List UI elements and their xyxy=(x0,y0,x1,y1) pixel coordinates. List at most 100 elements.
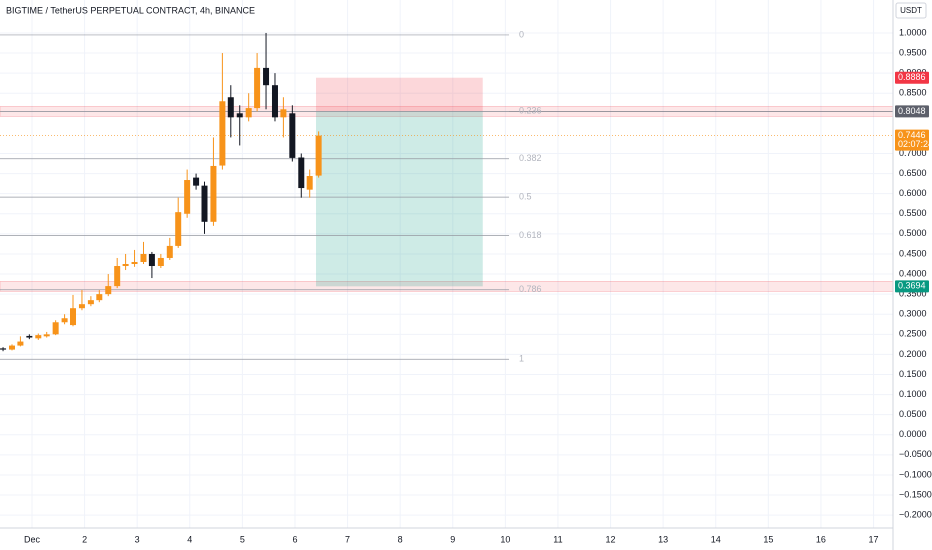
y-tick-label: −0.1000 xyxy=(899,469,932,479)
x-tick-label: 14 xyxy=(711,534,721,544)
candle-body xyxy=(210,165,217,222)
candle-body xyxy=(131,261,138,264)
fib-label: 0.236 xyxy=(519,106,542,116)
time-axis-bg xyxy=(0,528,932,550)
candle-body xyxy=(306,176,313,190)
candle-body xyxy=(184,180,191,214)
x-tick-label: 7 xyxy=(345,534,350,544)
fib-label: 1 xyxy=(519,354,524,364)
candle-body xyxy=(280,109,287,118)
currency-box xyxy=(895,2,927,19)
candle-body xyxy=(245,108,252,118)
candle-body xyxy=(8,345,15,350)
candle-body xyxy=(263,67,270,86)
candle-body xyxy=(105,286,112,295)
y-tick-label: −0.2000 xyxy=(899,510,932,520)
price-tag xyxy=(895,71,929,84)
price-tag xyxy=(895,105,929,118)
candle-body xyxy=(61,318,68,323)
candle-body xyxy=(26,335,33,338)
y-tick-label: 0.2000 xyxy=(899,349,927,359)
candle-body xyxy=(201,185,208,222)
candle-body xyxy=(0,348,7,350)
y-tick-label: 0.1000 xyxy=(899,389,927,399)
candle-body xyxy=(157,257,164,267)
candle-body xyxy=(78,304,85,309)
y-tick-label: 0.5500 xyxy=(899,208,927,218)
candle-body xyxy=(52,322,59,335)
price-tag xyxy=(895,129,929,151)
price-tag-label: 0.7446 xyxy=(898,130,926,140)
y-tick-label: 0.3500 xyxy=(899,289,927,299)
y-tick-label: 0.3000 xyxy=(899,309,927,319)
y-tick-label: −0.0500 xyxy=(899,449,932,459)
candle-body xyxy=(298,157,305,189)
countdown-label: 02:07:24 xyxy=(898,139,932,149)
y-tick-label: 0.4000 xyxy=(899,268,927,278)
y-tick-label: 0.1500 xyxy=(899,369,927,379)
candle-body xyxy=(166,245,173,258)
candle-body xyxy=(219,101,226,166)
y-tick-label: 0.6500 xyxy=(899,168,927,178)
x-tick-label: 3 xyxy=(135,534,140,544)
candle-body xyxy=(70,308,77,326)
y-tick-label: 0.4500 xyxy=(899,248,927,258)
candle-body xyxy=(43,334,50,337)
candle-body xyxy=(254,67,261,109)
candle-body xyxy=(289,113,296,158)
candle-body xyxy=(122,264,129,267)
fib-label: 0 xyxy=(519,29,524,39)
y-tick-label: 0.7000 xyxy=(899,148,927,158)
stop-zone xyxy=(316,77,483,112)
x-tick-label: 10 xyxy=(500,534,510,544)
candle-body xyxy=(315,135,322,176)
y-tick-label: 0.6000 xyxy=(899,188,927,198)
candle-body xyxy=(193,177,200,186)
x-tick-label: 13 xyxy=(658,534,668,544)
x-tick-label: 2 xyxy=(82,534,87,544)
x-tick-label: Dec xyxy=(24,534,41,544)
x-tick-label: 11 xyxy=(553,534,562,544)
fib-label: 0.382 xyxy=(519,153,542,163)
price-axis-bg xyxy=(893,0,932,550)
candle-body xyxy=(96,294,103,301)
y-tick-label: 0.8500 xyxy=(899,88,927,98)
candle-body xyxy=(271,85,278,118)
x-tick-label: 4 xyxy=(187,534,192,544)
price-tag-label: 0.8048 xyxy=(898,106,926,116)
candle-body xyxy=(114,266,121,287)
target-zone xyxy=(316,111,483,287)
fib-label: 0.618 xyxy=(519,230,542,240)
candle-body xyxy=(236,113,243,118)
x-tick-label: 9 xyxy=(450,534,455,544)
y-tick-label: 0.0500 xyxy=(899,409,927,419)
currency-label: USDT xyxy=(900,6,922,15)
price-tag-label: 0.3694 xyxy=(898,281,926,291)
y-tick-label: 0.2500 xyxy=(899,329,927,339)
x-tick-label: 15 xyxy=(763,534,773,544)
x-tick-label: 12 xyxy=(606,534,616,544)
x-tick-label: 5 xyxy=(240,534,245,544)
candle-body xyxy=(227,97,234,118)
fib-label: 0.5 xyxy=(519,191,532,201)
candle-body xyxy=(148,253,155,267)
x-tick-label: 16 xyxy=(816,534,826,544)
price-tag-label: 0.8886 xyxy=(898,72,926,82)
fib-label: 0.786 xyxy=(519,284,542,294)
y-tick-label: −0.1500 xyxy=(899,489,932,499)
price-tag xyxy=(895,280,929,293)
x-tick-label: 8 xyxy=(398,534,403,544)
x-tick-label: 17 xyxy=(869,534,879,544)
x-tick-label: 6 xyxy=(292,534,297,544)
y-tick-label: 0.5000 xyxy=(899,228,927,238)
candle-body xyxy=(35,335,42,339)
y-tick-label: 0.0000 xyxy=(899,429,927,439)
candle-body xyxy=(140,253,147,262)
candle-body xyxy=(17,341,24,346)
y-tick-label: 0.9500 xyxy=(899,47,927,57)
candle-body xyxy=(87,300,94,305)
chart-title: BIGTIME / TetherUS PERPETUAL CONTRACT, 4… xyxy=(6,5,255,15)
candle-body xyxy=(175,212,182,246)
